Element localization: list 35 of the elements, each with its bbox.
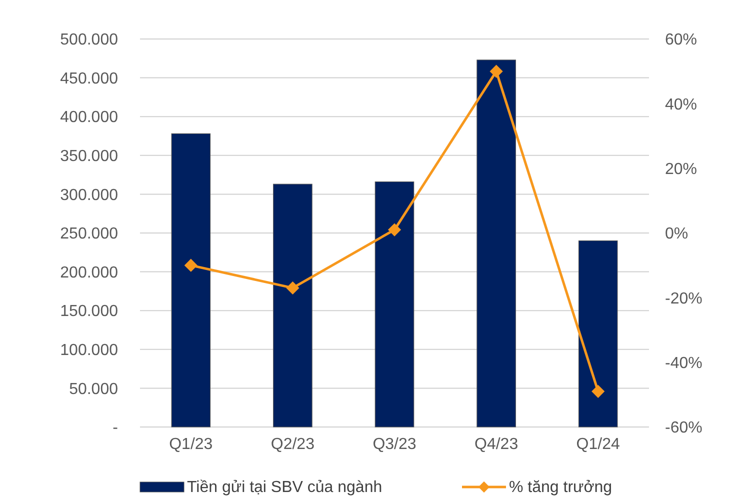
x-tick-label: Q4/23 (474, 436, 518, 453)
y-tick-label: 250.000 (60, 226, 118, 243)
y-tick-label: 50.000 (69, 380, 118, 398)
y2-tick-label: 60% (665, 32, 698, 49)
bar (476, 60, 516, 428)
point (388, 223, 402, 236)
y2-tick-label: 40% (665, 96, 698, 114)
y2-tick-label: 0% (665, 226, 688, 243)
y2-tick-label: 20% (665, 160, 698, 178)
x-tick-label: Q2/23 (270, 436, 315, 453)
y-tick-label: 350.000 (60, 148, 118, 165)
point (184, 258, 198, 272)
y-tick-label: 100.000 (60, 342, 118, 359)
bar (374, 181, 414, 428)
y-tick-label: - (112, 420, 118, 437)
y-tick-label: 450.000 (60, 70, 118, 88)
y-tick-label: 150.000 (60, 303, 118, 320)
legend-label: % tăng trưởng (509, 479, 612, 496)
point (286, 281, 300, 295)
bar (171, 133, 211, 428)
y-tick-label: 400.000 (60, 109, 118, 126)
y-tick-label: 200.000 (60, 264, 118, 282)
bar (273, 184, 312, 428)
x-tick-label: Q1/23 (169, 436, 213, 453)
point (592, 384, 605, 398)
y2-tick-label: -60% (665, 420, 702, 437)
x-tick-label: Q1/24 (576, 436, 620, 453)
y-tick-label: 300.000 (60, 186, 118, 204)
x-tick-label: Q3/23 (372, 436, 416, 453)
bar (578, 240, 618, 428)
y2-tick-label: -20% (665, 290, 702, 308)
y-tick-label: 500.000 (60, 32, 118, 49)
point (490, 64, 503, 78)
legend-label: Tiền gửi tại SBV của ngành (187, 479, 382, 496)
y2-tick-label: -40% (665, 354, 702, 372)
